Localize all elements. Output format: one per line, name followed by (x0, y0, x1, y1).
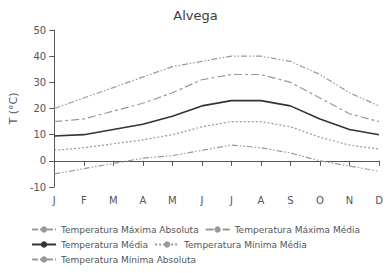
svg-text:M: M (168, 195, 177, 206)
svg-text:20: 20 (33, 103, 46, 114)
svg-text:30: 30 (33, 77, 46, 88)
svg-text:S: S (287, 195, 293, 206)
svg-text:Temperatura Mínima Absoluta: Temperatura Mínima Absoluta (60, 255, 196, 265)
svg-text:-10: -10 (30, 182, 46, 193)
svg-text:M: M (109, 195, 118, 206)
svg-text:Temperatura Mínima Média: Temperatura Mínima Média (183, 240, 307, 250)
svg-text:Temperatura Máxima Absoluta: Temperatura Máxima Absoluta (60, 225, 199, 235)
svg-text:J: J (52, 195, 56, 206)
svg-text:J: J (199, 195, 203, 206)
svg-text:D: D (375, 195, 383, 206)
svg-text:40: 40 (33, 51, 46, 62)
svg-text:50: 50 (33, 25, 46, 36)
svg-text:Alvega: Alvega (173, 8, 217, 23)
svg-text:A: A (139, 195, 146, 206)
svg-text:10: 10 (33, 129, 46, 140)
svg-text:O: O (316, 195, 324, 206)
svg-text:N: N (346, 195, 353, 206)
svg-text:Temperatura Máxima Média: Temperatura Máxima Média (234, 225, 360, 235)
svg-text:Temperatura Média: Temperatura Média (60, 240, 148, 250)
svg-text:T (°C): T (°C) (7, 93, 20, 126)
svg-text:F: F (81, 195, 87, 206)
svg-text:J: J (229, 195, 233, 206)
svg-text:0: 0 (40, 155, 46, 166)
svg-text:A: A (257, 195, 264, 206)
